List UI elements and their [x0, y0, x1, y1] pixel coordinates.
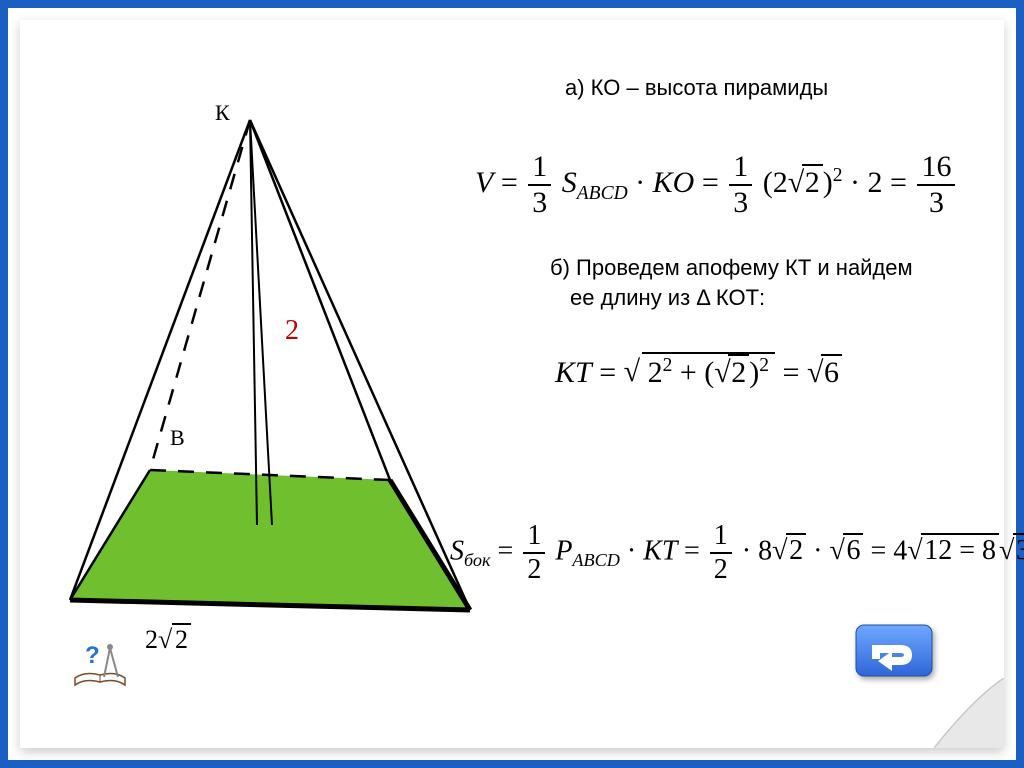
book-compass-icon: ?	[70, 633, 130, 693]
label-K: К	[215, 100, 230, 126]
svg-text:?: ?	[85, 642, 100, 669]
label-height: 2	[285, 315, 299, 347]
label-B: В	[170, 425, 185, 451]
label-base-side: 22	[145, 625, 191, 655]
text-line-b2: ее длину из Δ КОТ:	[570, 285, 765, 311]
formula-volume: V = 13 SABCD · KO = 13 (22)2 · 2 = 163	[475, 150, 958, 220]
formula-kt: KT = 22 + (2)2 = 6	[555, 355, 842, 390]
return-button[interactable]	[854, 623, 934, 678]
text-line-b1: б) Проведем апофему КТ и найдем	[550, 255, 913, 281]
text-line-a: а) КО – высота пирамиды	[565, 75, 828, 101]
slide-content: К В 2 22 а) КО – высота пирамиды V = 13 …	[20, 20, 1004, 748]
page-curl-icon	[934, 678, 1004, 748]
formula-sbok: Sбок = 12 PABCD · KT = 12 · 82 · 6 = 412…	[450, 520, 1024, 586]
pyramid-diagram: К В 2 22	[50, 80, 490, 660]
